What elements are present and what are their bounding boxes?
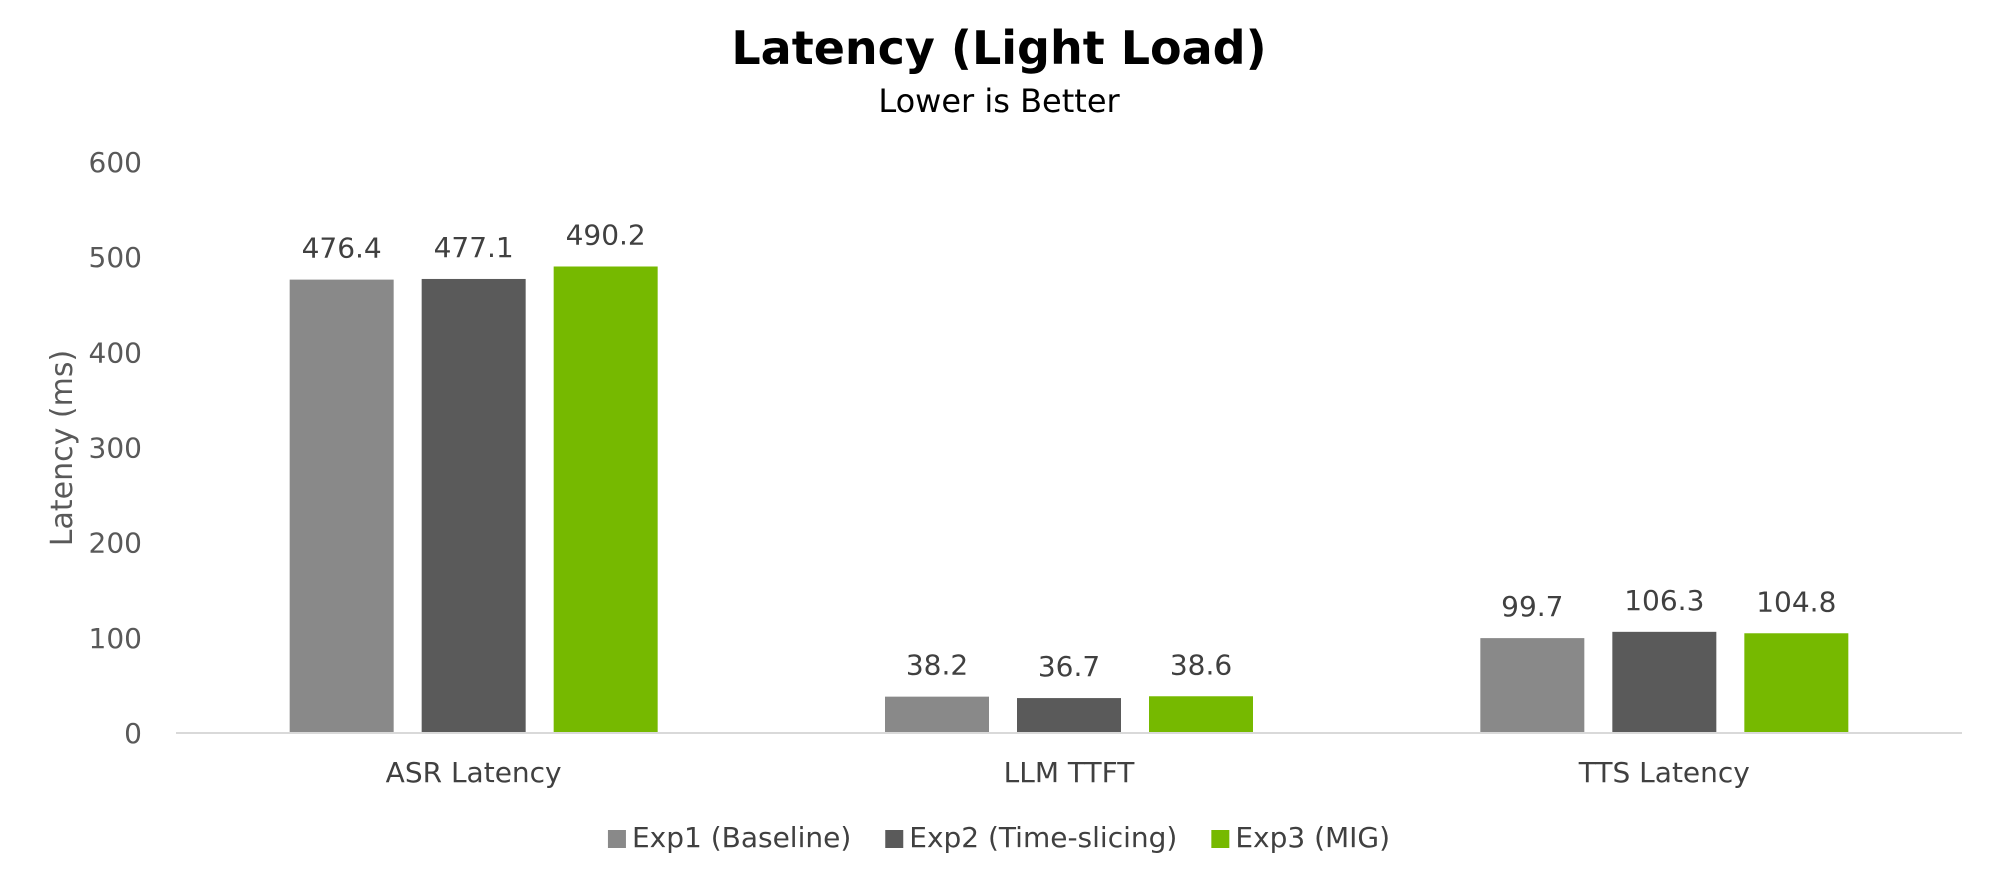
y-tick-label: 400 (89, 336, 142, 369)
legend-swatch (885, 830, 904, 848)
chart-title: Latency (Light Load) (731, 21, 1266, 75)
data-label: 99.7 (1501, 590, 1563, 623)
y-axis-ticks: 0 100 200 300 400 500 600 (89, 146, 142, 750)
legend-swatch (1211, 830, 1230, 848)
bar-2-1 (421, 278, 526, 733)
y-tick-label: 100 (89, 622, 142, 655)
data-label: 36.7 (1038, 650, 1100, 683)
bar-3-2 (1149, 696, 1253, 733)
data-label: 38.6 (1170, 648, 1232, 681)
bar-1-2 (885, 696, 989, 733)
bar-1-3 (1480, 638, 1585, 733)
legend-label: Exp1 (Baseline) (632, 821, 851, 854)
bars-group (289, 266, 1849, 733)
y-tick-label: 500 (89, 241, 142, 274)
bar-3-3 (1744, 633, 1849, 733)
legend-label: Exp3 (MIG) (1235, 821, 1390, 854)
y-tick-label: 200 (89, 527, 142, 560)
y-axis-label: Latency (ms) (45, 350, 80, 546)
x-tick-label: TTS Latency (1578, 756, 1750, 789)
x-tick-label: LLM TTFT (1004, 756, 1136, 789)
data-label: 476.4 (302, 232, 382, 265)
data-label: 106.3 (1624, 584, 1704, 617)
bar-2-3 (1612, 631, 1717, 733)
legend-label: Exp2 (Time-slicing) (909, 821, 1177, 854)
bar-3-1 (553, 266, 658, 733)
bar-1-1 (289, 279, 394, 733)
legend-item: Exp2 (Time-slicing) (885, 821, 1177, 854)
chart-subtitle: Lower is Better (878, 82, 1120, 120)
legend-item: Exp3 (MIG) (1211, 821, 1390, 854)
y-tick-label: 300 (89, 432, 142, 465)
legend: Exp1 (Baseline) Exp2 (Time-slicing) Exp3 (… (607, 821, 1390, 854)
data-label: 490.2 (566, 218, 646, 251)
data-label: 477.1 (434, 231, 514, 264)
legend-item: Exp1 (Baseline) (607, 821, 851, 854)
bar-2-2 (1017, 698, 1121, 733)
y-tick-label: 600 (89, 146, 142, 179)
value-labels-group: 476.4 477.1 490.2 38.2 36.7 38.6 99.7 106.3 104.… (302, 218, 1837, 683)
data-label: 38.2 (906, 649, 968, 682)
x-tick-label: ASR Latency (386, 756, 562, 789)
y-tick-label: 0 (124, 717, 142, 750)
category-labels-group: ASR Latency LLM TTFT TTS Latency (386, 756, 1750, 789)
legend-swatch (607, 830, 626, 848)
data-label: 104.8 (1756, 585, 1836, 618)
